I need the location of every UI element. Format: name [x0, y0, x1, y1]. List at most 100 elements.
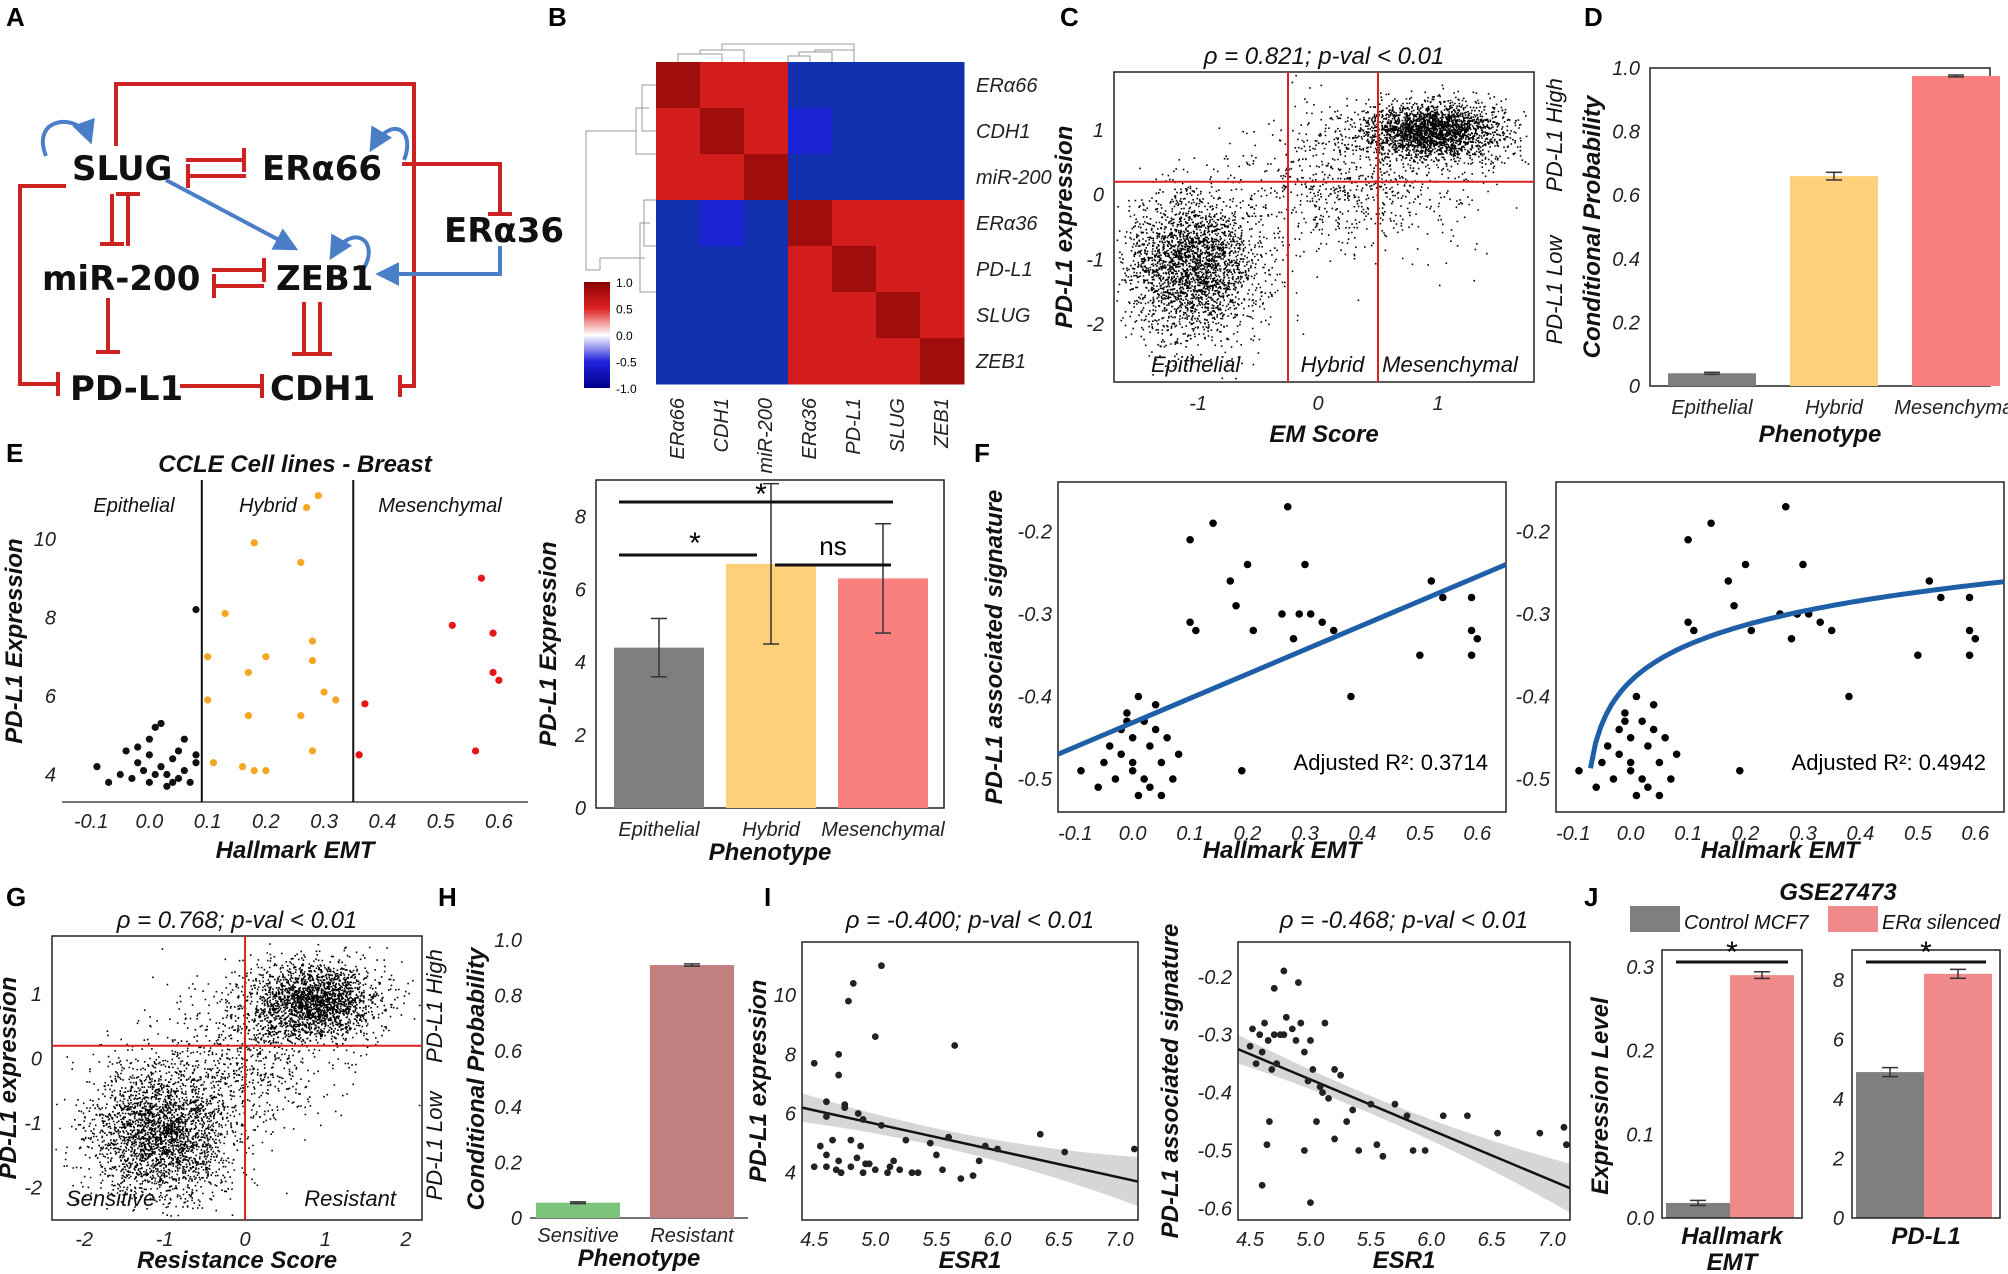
- side-label: PD-L1 High: [1542, 78, 1567, 192]
- plot-frame: [1661, 949, 1803, 1219]
- data-point: [1632, 692, 1641, 701]
- scatter-ccle-breast: CCLE Cell lines - Breast Epithelial Hybrid…: [1, 451, 528, 864]
- x-axis-label: Hallmark EMT: [1701, 837, 1862, 864]
- heatmap-row-label: ERα66: [976, 75, 1038, 97]
- y-tick-label: 10: [34, 529, 56, 551]
- data-point: [1560, 1123, 1568, 1131]
- point-epithelial: [122, 747, 130, 755]
- heatmap-cell: [744, 62, 789, 109]
- x-axis-label: Phenotype: [709, 839, 832, 866]
- legend-swatch-control: [1630, 906, 1680, 932]
- bar-gse27473: GSE27473 Control MCF7 ERα silenced Expressi…: [1587, 879, 2001, 1274]
- panel-letter-e: E: [6, 438, 23, 468]
- x-tick-label: 6.5: [1045, 1229, 1074, 1251]
- data-point: [1329, 626, 1338, 635]
- data-point: [1209, 519, 1217, 528]
- regression-line: [801, 1106, 1139, 1183]
- y-tick-label: 0: [1629, 376, 1640, 398]
- confidence-band: [1238, 1034, 1570, 1213]
- data-point: [878, 962, 885, 970]
- data-point: [1304, 1077, 1312, 1085]
- x-tick-label: Epithelial: [618, 819, 700, 841]
- y-axis-label: PD-L1 expression: [0, 977, 22, 1180]
- bar-conditional-probability-resistance: 0 0.2 0.4 0.6 0.8 1.0 Sensitive ResistantPhenot…: [463, 930, 748, 1272]
- data-point: [1467, 651, 1476, 660]
- data-point: [1575, 766, 1583, 775]
- data-point: [823, 1098, 830, 1106]
- x-tick-label: 0.2: [1234, 823, 1262, 845]
- data-point: [1186, 535, 1194, 544]
- data-point: [1379, 1152, 1387, 1160]
- point-epithelial: [192, 759, 200, 767]
- y-tick-label: 0.0: [1626, 1208, 1654, 1230]
- bar: [1924, 973, 1992, 1218]
- data-point: [1130, 1145, 1138, 1153]
- data-point: [1077, 766, 1085, 775]
- r2-annotation: Adjusted R²: 0.4942: [1792, 750, 1986, 775]
- data-point: [1439, 1112, 1447, 1120]
- y-tick-label: 0: [1093, 185, 1104, 207]
- x-tick-label: 6.0: [1417, 1229, 1445, 1251]
- heatmap-cell: [788, 154, 833, 201]
- data-point: [1427, 577, 1436, 585]
- data-point: [1672, 750, 1681, 759]
- heatmap-row-label: miR-200: [976, 167, 1052, 189]
- data-point: [914, 1169, 922, 1177]
- x-tick-label: 4.5: [800, 1229, 829, 1251]
- point-epithelial: [169, 755, 177, 763]
- sig-annotation: *: [755, 478, 767, 511]
- sig-annotation: ns: [819, 531, 846, 561]
- heatmap-cell: [876, 246, 921, 293]
- heatmap-cell: [832, 62, 877, 109]
- data-point: [1747, 626, 1756, 635]
- data-point: [1735, 766, 1744, 775]
- sig-annotation: *: [1920, 936, 1932, 969]
- heatmap-cell: [920, 154, 965, 201]
- region-label: Epithelial: [93, 495, 175, 517]
- legend-label: ERα silenced: [1882, 912, 2001, 934]
- plot-frame: [1851, 949, 2001, 1219]
- data-point: [1965, 651, 1974, 660]
- data-point: [832, 1166, 840, 1174]
- data-point: [1123, 709, 1131, 717]
- point-hybrid: [250, 766, 258, 775]
- colorbar-tick: 0.5: [616, 303, 633, 317]
- data-point: [1367, 1100, 1375, 1108]
- regression-line: [1237, 1047, 1571, 1190]
- heatmap-cell: [832, 292, 877, 339]
- x-tick-label: 5.0: [861, 1229, 889, 1251]
- side-label: PD-L1 Low: [422, 1089, 447, 1200]
- point-hybrid: [314, 492, 322, 500]
- data-point: [1845, 692, 1853, 701]
- data-point: [1827, 626, 1836, 635]
- data-point: [902, 1136, 910, 1144]
- bar: [1668, 373, 1756, 386]
- data-point: [1644, 742, 1652, 750]
- bar-pdl1-expression-phenotype: 0 2 4 6 8 Epithelial Hybrid MesenchymalPhenotyp…: [535, 478, 945, 866]
- point-hybrid: [320, 688, 328, 696]
- colorbar: [584, 282, 610, 388]
- y-tick-label: 6: [1833, 1029, 1845, 1051]
- data-point: [1598, 758, 1606, 767]
- data-point: [1661, 733, 1669, 742]
- x-tick-label: 0: [239, 1229, 250, 1251]
- y-tick-label: 1: [1093, 120, 1104, 142]
- data-point: [951, 1042, 959, 1049]
- point-epithelial: [105, 778, 113, 786]
- heatmap-row-label: ERα36: [976, 213, 1038, 235]
- region-label: Resistant: [304, 1186, 397, 1211]
- point-mesenchymal: [448, 621, 456, 629]
- heatmap-col-label: PD-L1: [843, 398, 865, 455]
- point-epithelial: [163, 782, 171, 790]
- x-tick-label: -1: [1189, 393, 1207, 415]
- y-tick-label: 2: [1832, 1148, 1844, 1170]
- dendrogram-left: [585, 84, 656, 293]
- x-tick-label: Mesenchymal: [1894, 397, 2008, 419]
- point-epithelial: [145, 751, 153, 759]
- chart-title: CCLE Cell lines - Breast: [158, 451, 432, 478]
- heatmap-cell: [832, 108, 877, 155]
- heatmap-cell: [832, 200, 877, 247]
- data-point: [1667, 775, 1675, 783]
- heatmap-cell: [920, 108, 965, 155]
- region-label: Hybrid: [239, 495, 298, 517]
